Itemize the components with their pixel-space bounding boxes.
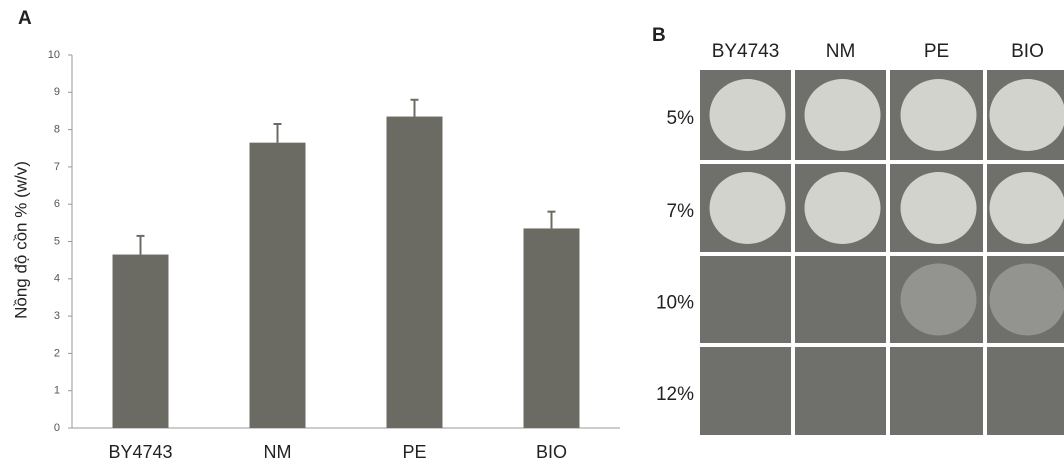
row-label: 10%	[656, 293, 694, 314]
colony	[805, 172, 881, 244]
row-label: 5%	[667, 108, 695, 129]
colony	[901, 264, 977, 336]
colony	[901, 79, 977, 151]
y-tick-label: 8	[54, 124, 60, 136]
column-header: NM	[826, 41, 856, 62]
colony	[990, 172, 1064, 244]
colony	[805, 79, 881, 151]
x-tick-label: NM	[264, 442, 292, 462]
y-tick-label: 3	[54, 310, 60, 322]
panel-label: B	[652, 25, 666, 46]
colony	[710, 79, 786, 151]
plate-cell	[700, 347, 791, 435]
column-header: BIO	[1011, 41, 1044, 62]
y-tick-label: 6	[54, 198, 60, 210]
y-tick-label: 10	[48, 49, 60, 61]
bar	[524, 228, 580, 428]
figure: A Nồng độ cồn % (w/v) B 0 1 2 3 4 5 6 7 8 9 10 BY47…	[0, 0, 1064, 465]
panel-label: A	[18, 8, 32, 29]
plate-cell	[795, 347, 886, 435]
y-tick-label: 1	[54, 385, 60, 397]
bar	[387, 117, 443, 428]
y-tick-label: 7	[54, 161, 60, 173]
column-header: BY4743	[712, 41, 780, 62]
x-tick-label: BY4743	[108, 442, 172, 462]
y-tick-label: 5	[54, 235, 60, 247]
bar	[250, 143, 306, 428]
plate-cell	[890, 347, 983, 435]
row-label: 12%	[656, 384, 694, 405]
plate-cell	[795, 256, 886, 343]
bar	[113, 255, 169, 428]
y-tick-label: 4	[54, 273, 60, 285]
column-header: PE	[924, 41, 949, 62]
plate-cell	[987, 347, 1064, 435]
plate-cell	[700, 256, 791, 343]
x-tick-label: PE	[402, 442, 426, 462]
y-axis-label: Nồng độ cồn % (w/v)	[11, 161, 30, 319]
colony	[901, 172, 977, 244]
y-tick-label: 9	[54, 86, 60, 98]
x-tick-label: BIO	[536, 442, 567, 462]
y-tick-label: 0	[54, 422, 60, 434]
y-tick-label: 2	[54, 347, 60, 359]
colony	[990, 264, 1064, 336]
row-label: 7%	[667, 201, 695, 222]
colony	[990, 79, 1064, 151]
colony	[710, 172, 786, 244]
